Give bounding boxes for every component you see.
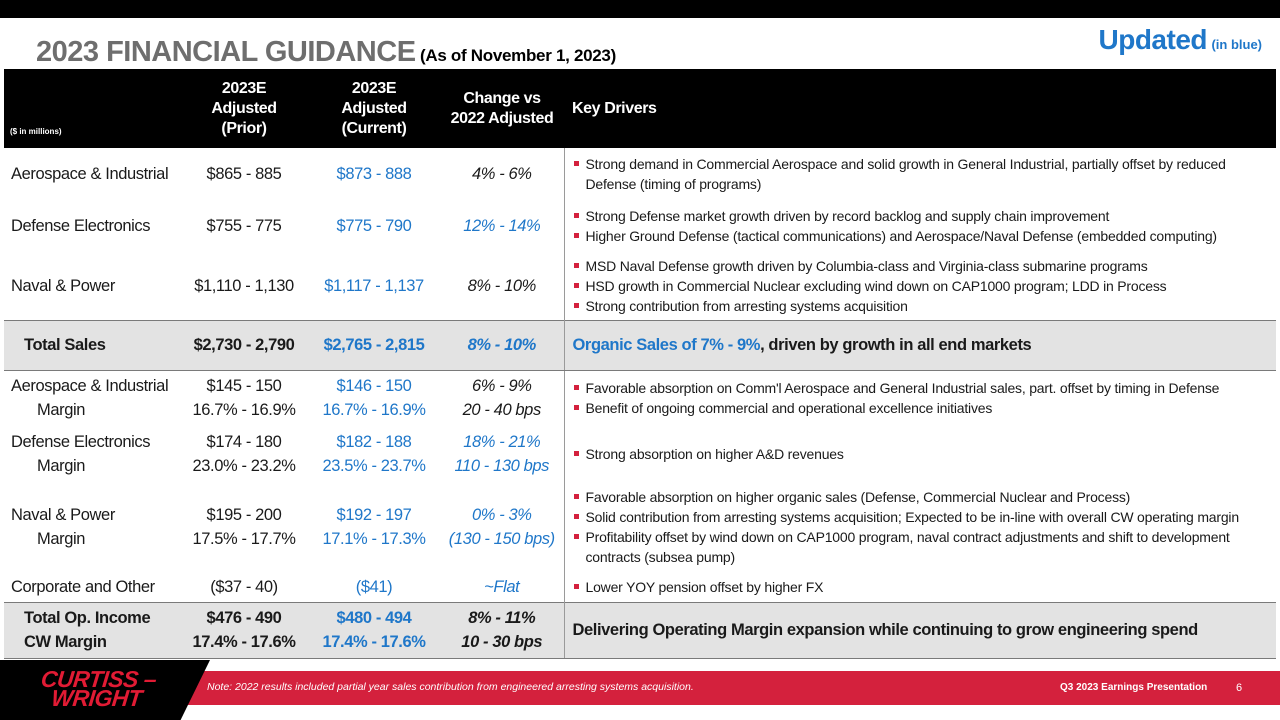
key-drivers: Favorable absorption on Comm'l Aerospace… bbox=[563, 370, 1276, 426]
current-value: $480 - 494 17.4% - 17.6% bbox=[308, 601, 440, 659]
table-row: Naval & Power $1,110 - 1,130 $1,117 - 1,… bbox=[4, 252, 1276, 320]
table-row: Defense Electronics Margin $174 - 180 23… bbox=[4, 426, 1276, 482]
organic-sales-highlight: Organic Sales of 7% - 9% bbox=[572, 336, 761, 354]
organic-sales-rest: , driven by growth in all end markets bbox=[760, 336, 1032, 354]
segment-name: Defense Electronics bbox=[11, 217, 151, 235]
driver-bullet: MSD Naval Defense growth driven by Colum… bbox=[573, 256, 1273, 276]
table-row: Naval & Power Margin $195 - 200 17.5% - … bbox=[4, 482, 1276, 572]
key-drivers: Lower YOY pension offset by higher FX bbox=[563, 572, 1276, 602]
current-value: ($41) bbox=[355, 577, 393, 596]
key-drivers: Strong absorption on higher A&D revenues bbox=[563, 426, 1276, 482]
current-value: $182 - 188 23.5% - 23.7% bbox=[322, 433, 426, 475]
updated-label: Updated bbox=[1098, 24, 1208, 55]
footer-red-band bbox=[0, 671, 1280, 705]
driver-bullet: Higher Ground Defense (tactical communic… bbox=[573, 226, 1273, 246]
page-number: 6 bbox=[1236, 682, 1243, 694]
prior-value: $865 - 885 bbox=[206, 165, 282, 183]
total-op-income-row: Total Op. Income CW Margin $476 - 490 17… bbox=[4, 601, 1276, 659]
footer-logo-panel bbox=[0, 660, 210, 720]
driver-bullet: HSD growth in Commercial Nuclear excludi… bbox=[573, 276, 1273, 296]
guidance-table: ($ in millions) 2023E Adjusted (Prior) 2… bbox=[4, 69, 1276, 659]
page-title-main: 2023 FINANCIAL GUIDANCE bbox=[36, 36, 416, 68]
driver-bullet: Favorable absorption on higher organic s… bbox=[573, 487, 1273, 507]
driver-bullet: Strong contribution from arresting syste… bbox=[573, 296, 1273, 316]
footnote: Note: 2022 results included partial year… bbox=[207, 681, 694, 693]
table-row: Corporate and Other ($37 - 40) ($41) ~Fl… bbox=[4, 572, 1276, 602]
current-value: $2,765 - 2,815 bbox=[308, 319, 440, 371]
prior-value: $2,730 - 2,790 bbox=[180, 319, 308, 371]
footer: CURTISS – WRIGHT Note: 2022 results incl… bbox=[0, 660, 1280, 720]
driver-bullet: Benefit of ongoing commercial and operat… bbox=[573, 398, 1273, 418]
driver-bullet: Strong Defense market growth driven by r… bbox=[573, 206, 1273, 226]
table-row: Aerospace & Industrial $865 - 885 $873 -… bbox=[4, 148, 1276, 200]
segment-name: Aerospace & Industrial bbox=[11, 165, 169, 183]
table-header-row: ($ in millions) 2023E Adjusted (Prior) 2… bbox=[4, 69, 1276, 148]
change-value: ~Flat bbox=[484, 577, 520, 596]
updated-note: (in blue) bbox=[1211, 37, 1262, 52]
top-black-bar bbox=[0, 0, 1280, 18]
prior-value: ($37 - 40) bbox=[210, 577, 278, 596]
prior-value: $195 - 200 17.5% - 17.7% bbox=[192, 506, 296, 548]
segment-name: Naval & Power bbox=[11, 276, 115, 295]
change-value: 0% - 3% (130 - 150 bps) bbox=[448, 506, 555, 548]
prior-value: $174 - 180 23.0% - 23.2% bbox=[192, 433, 296, 475]
key-drivers: Strong demand in Commercial Aerospace an… bbox=[563, 148, 1276, 200]
driver-bullet: Strong absorption on higher A&D revenues bbox=[573, 444, 1273, 464]
key-drivers: Delivering Operating Margin expansion wh… bbox=[563, 601, 1276, 659]
table-row: Aerospace & Industrial Margin $145 - 150… bbox=[4, 370, 1276, 426]
total-op-income-label: Total Op. Income CW Margin bbox=[4, 601, 180, 659]
table-row: Defense Electronics $755 - 775 $775 - 79… bbox=[4, 200, 1276, 252]
driver-bullet: Strong demand in Commercial Aerospace an… bbox=[573, 154, 1273, 194]
key-drivers: Favorable absorption on higher organic s… bbox=[563, 482, 1276, 572]
current-value: $192 - 197 17.1% - 17.3% bbox=[322, 506, 426, 548]
prior-value: $476 - 490 17.4% - 17.6% bbox=[180, 601, 308, 659]
change-value: 8% - 11% 10 - 30 bps bbox=[440, 601, 564, 659]
change-value: 12% - 14% bbox=[463, 217, 541, 235]
driver-bullet: Lower YOY pension offset by higher FX bbox=[573, 577, 1273, 597]
total-sales-label: Total Sales bbox=[4, 319, 180, 371]
driver-bullet: Solid contribution from arresting system… bbox=[573, 507, 1273, 527]
current-value: $146 - 150 16.7% - 16.9% bbox=[322, 377, 426, 420]
presentation-name: Q3 2023 Earnings Presentation bbox=[1060, 682, 1208, 693]
total-sales-row: Total Sales $2,730 - 2,790 $2,765 - 2,81… bbox=[4, 319, 1276, 371]
updated-legend: Updated (in blue) bbox=[1099, 24, 1263, 56]
change-value: 18% - 21% 110 - 130 bps bbox=[454, 433, 550, 475]
change-value: 6% - 9% 20 - 40 bps bbox=[462, 377, 542, 420]
segment-name: Defense Electronics Margin bbox=[11, 433, 151, 475]
prior-value: $145 - 150 16.7% - 16.9% bbox=[192, 377, 296, 420]
header-key-drivers: Key Drivers bbox=[572, 99, 657, 117]
header-prior: 2023E Adjusted (Prior) bbox=[211, 79, 277, 137]
change-value: 8% - 10% bbox=[467, 276, 537, 295]
change-value: 4% - 6% bbox=[471, 165, 532, 183]
page-title-date: (As of November 1, 2023) bbox=[420, 46, 616, 65]
prior-value: $755 - 775 bbox=[206, 217, 282, 235]
current-value: $775 - 790 bbox=[336, 217, 412, 235]
key-drivers: MSD Naval Defense growth driven by Colum… bbox=[563, 252, 1276, 320]
driver-bullet: Favorable absorption on Comm'l Aerospace… bbox=[573, 378, 1273, 398]
segment-name: Corporate and Other bbox=[11, 577, 155, 596]
segment-name: Aerospace & Industrial Margin bbox=[11, 377, 169, 420]
segment-name: Naval & Power Margin bbox=[11, 506, 115, 548]
key-drivers: Strong Defense market growth driven by r… bbox=[563, 200, 1276, 252]
prior-value: $1,110 - 1,130 bbox=[194, 276, 294, 295]
current-value: $873 - 888 bbox=[336, 165, 412, 183]
page-title: 2023 FINANCIAL GUIDANCE (As of November … bbox=[36, 36, 616, 69]
current-value: $1,117 - 1,137 bbox=[324, 276, 424, 295]
change-value: 8% - 10% bbox=[440, 319, 564, 371]
header-change: Change vs 2022 Adjusted bbox=[450, 89, 554, 127]
key-drivers: Organic Sales of 7% - 9%, driven by grow… bbox=[563, 319, 1276, 371]
curtiss-wright-logo: CURTISS – WRIGHT bbox=[39, 666, 158, 711]
header-current: 2023E Adjusted (Current) bbox=[341, 79, 407, 137]
units-note: ($ in millions) bbox=[10, 127, 62, 136]
driver-bullet: Profitability offset by wind down on CAP… bbox=[573, 527, 1273, 567]
